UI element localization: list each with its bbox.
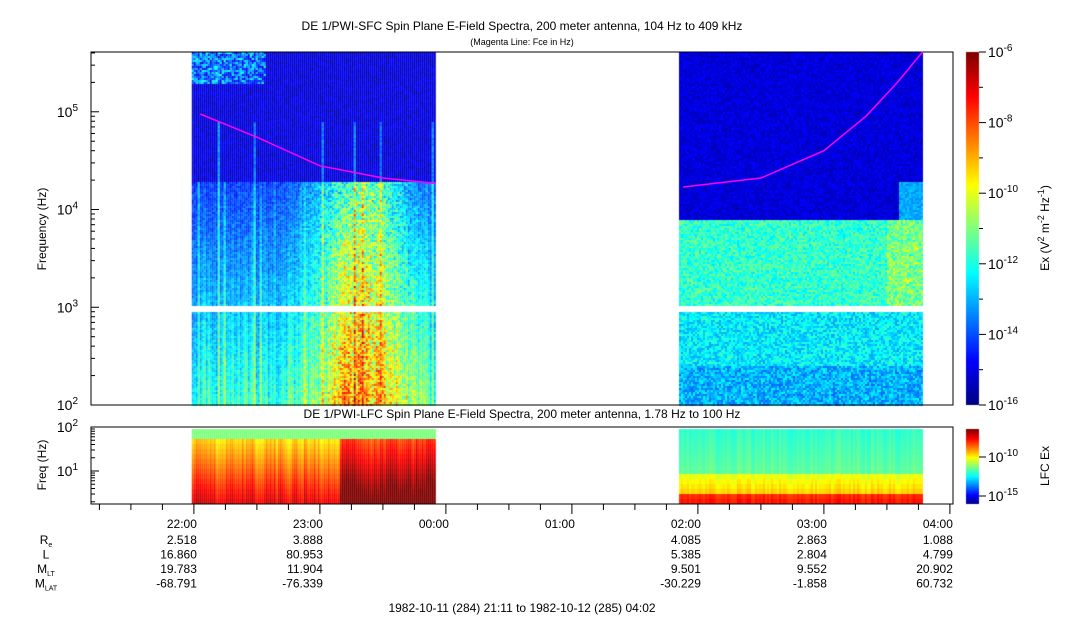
bottom-colorbar-label: LFC Ex: [1038, 446, 1052, 486]
bottom-panel-title: DE 1/PWI-LFC Spin Plane E-Field Spectra,…: [304, 407, 741, 421]
ephemeris-value: 19.783: [160, 562, 197, 576]
bottom-y-tick-label: 102: [57, 418, 79, 435]
ephemeris-value: -1.858: [793, 577, 827, 591]
ephemeris-value: 4.085: [671, 533, 701, 547]
time-tick-label: 00:00: [419, 517, 449, 531]
ephemeris-value: 4.799: [923, 548, 953, 562]
time-tick-label: 04:00: [923, 517, 953, 531]
top-panel-title: DE 1/PWI-SFC Spin Plane E-Field Spectra,…: [302, 19, 743, 33]
ephemeris-value: -68.791: [156, 577, 197, 591]
top-y-tick-label: 104: [57, 201, 79, 218]
ephemeris-value: 2.518: [167, 533, 197, 547]
top-panel-subtitle: (Magenta Line: Fce in Hz): [470, 37, 574, 47]
ephemeris-value: 2.804: [797, 548, 827, 562]
top-colorbar-label: Ex (V2 m-2 Hz-1): [1036, 185, 1052, 271]
ephemeris-value: -30.229: [660, 577, 701, 591]
top-plot-frame: [90, 51, 954, 406]
ephemeris-value: 2.863: [797, 533, 827, 547]
top-colorbar-tick-label: 10-16: [988, 396, 1018, 413]
time-range-label: 1982-10-11 (284) 21:11 to 1982-10-12 (28…: [388, 601, 655, 615]
top-colorbar-tick-label: 10-14: [988, 325, 1018, 342]
ephemeris-value: 3.888: [293, 533, 323, 547]
ephemeris-value: 1.088: [923, 533, 953, 547]
ephemeris-value: 20.902: [916, 562, 953, 576]
top-colorbar-tick-label: 10-12: [988, 255, 1018, 272]
ephemeris-value: 60.732: [916, 577, 953, 591]
top-y-axis-label: Frequency (Hz): [35, 188, 49, 271]
ephemeris-value: 9.501: [671, 562, 701, 576]
time-tick-label: 01:00: [545, 517, 575, 531]
ephemeris-row-label: MLAT: [35, 577, 58, 593]
bottom-colorbar-tick-label: 10-15: [988, 487, 1018, 504]
ephemeris-value: 11.904: [287, 562, 323, 576]
fce-line-segment-1: [199, 113, 436, 185]
top-y-tick-label: 105: [57, 103, 79, 120]
top-y-tick-label: 102: [57, 396, 79, 413]
ephemeris-row-label: L: [43, 548, 50, 562]
time-tick-label: 23:00: [293, 517, 323, 531]
time-tick-label: 03:00: [797, 517, 827, 531]
top-y-tick-label: 103: [57, 298, 79, 315]
bottom-plot-frame: [90, 426, 954, 505]
bottom-y-axis-label: Freq (Hz): [35, 440, 49, 491]
ephemeris-value: 16.860: [160, 548, 197, 562]
time-tick-label: 02:00: [671, 517, 701, 531]
top-colorbar-tick-label: 10-10: [988, 184, 1018, 201]
fce-line-segment-2: [683, 51, 924, 188]
bottom-colorbar-tick-label: 10-10: [988, 448, 1018, 465]
ephemeris-value: 9.552: [797, 562, 827, 576]
top-colorbar-tick-label: 10-6: [988, 43, 1013, 60]
bottom-y-tick-label: 101: [57, 462, 79, 479]
time-tick-label: 22:00: [167, 517, 197, 531]
ephemeris-value: -76.339: [282, 577, 323, 591]
ephemeris-value: 80.953: [286, 548, 323, 562]
ephemeris-value: 5.385: [671, 548, 701, 562]
top-colorbar-tick-label: 10-8: [988, 114, 1013, 131]
